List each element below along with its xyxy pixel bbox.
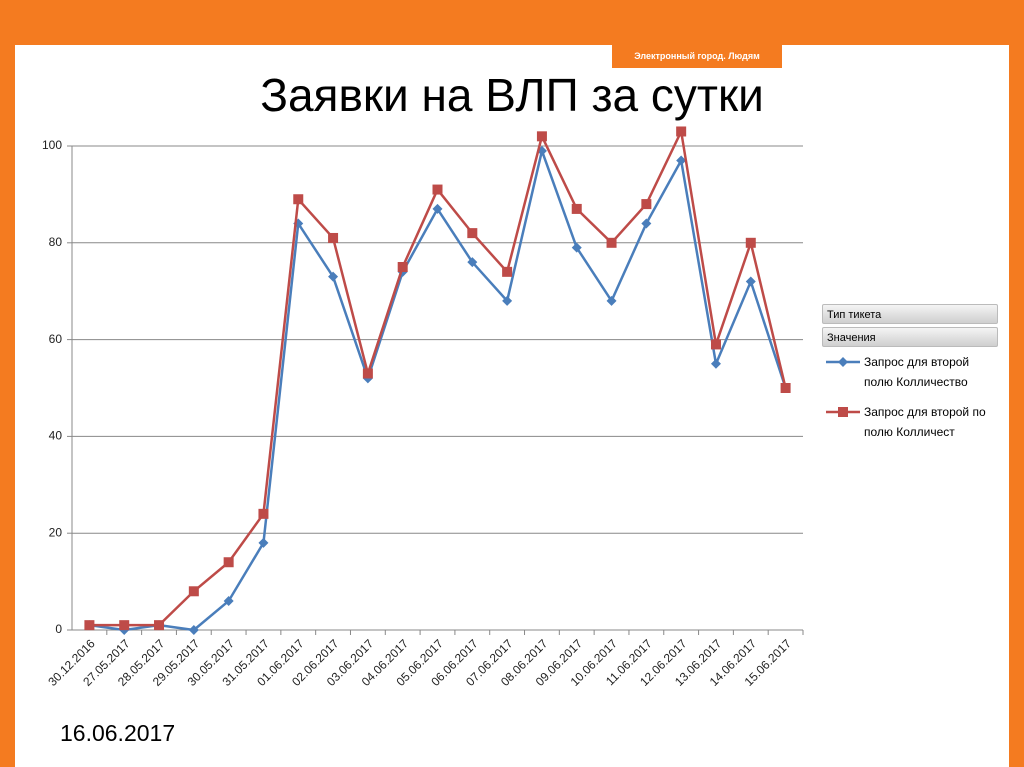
slide-body [15,45,1009,767]
legend-marker [838,407,848,417]
marker [188,625,199,635]
marker [223,595,234,606]
marker [119,620,130,631]
marker [710,358,721,369]
marker [780,383,791,393]
marker [362,368,373,379]
y-tick-label: 80 [49,235,63,249]
marker [223,557,234,568]
marker [432,184,443,195]
marker [467,257,478,268]
marker [641,199,652,210]
y-tick-label: 40 [49,429,63,443]
marker [676,126,687,137]
marker [571,203,582,214]
marker [154,620,165,631]
y-tick-label: 60 [49,332,63,346]
marker [258,537,269,548]
marker [432,203,443,214]
marker [188,586,199,597]
legend-label: Запрос для второй по полю Колличест [864,405,986,439]
marker [710,339,721,350]
legend-field[interactable]: Тип тикета [822,304,998,324]
badge: Электронный город. Людям [612,45,782,68]
y-tick-label: 20 [49,525,63,539]
marker [571,242,582,253]
marker [641,218,652,229]
marker [745,276,756,287]
chart-title: Заявки на ВЛП за сутки [260,69,764,121]
marker [745,237,756,248]
marker [676,155,687,166]
date: 16.06.2017 [60,720,176,746]
line [89,146,787,632]
marker [502,266,513,277]
marker [397,262,408,272]
marker [467,228,478,239]
marker [84,620,95,631]
legend-field[interactable]: Значения [822,327,998,347]
legend-marker [838,357,848,367]
y-tick-label: 0 [55,622,62,636]
marker [328,271,339,282]
y-tick-label: 100 [42,138,62,152]
marker [536,131,547,142]
marker [606,237,617,248]
marker [606,295,617,306]
marker [293,194,304,205]
legend-label: Запрос для второй полю Колличество [864,355,970,389]
marker [258,508,269,519]
marker [502,295,513,306]
marker [328,232,339,243]
